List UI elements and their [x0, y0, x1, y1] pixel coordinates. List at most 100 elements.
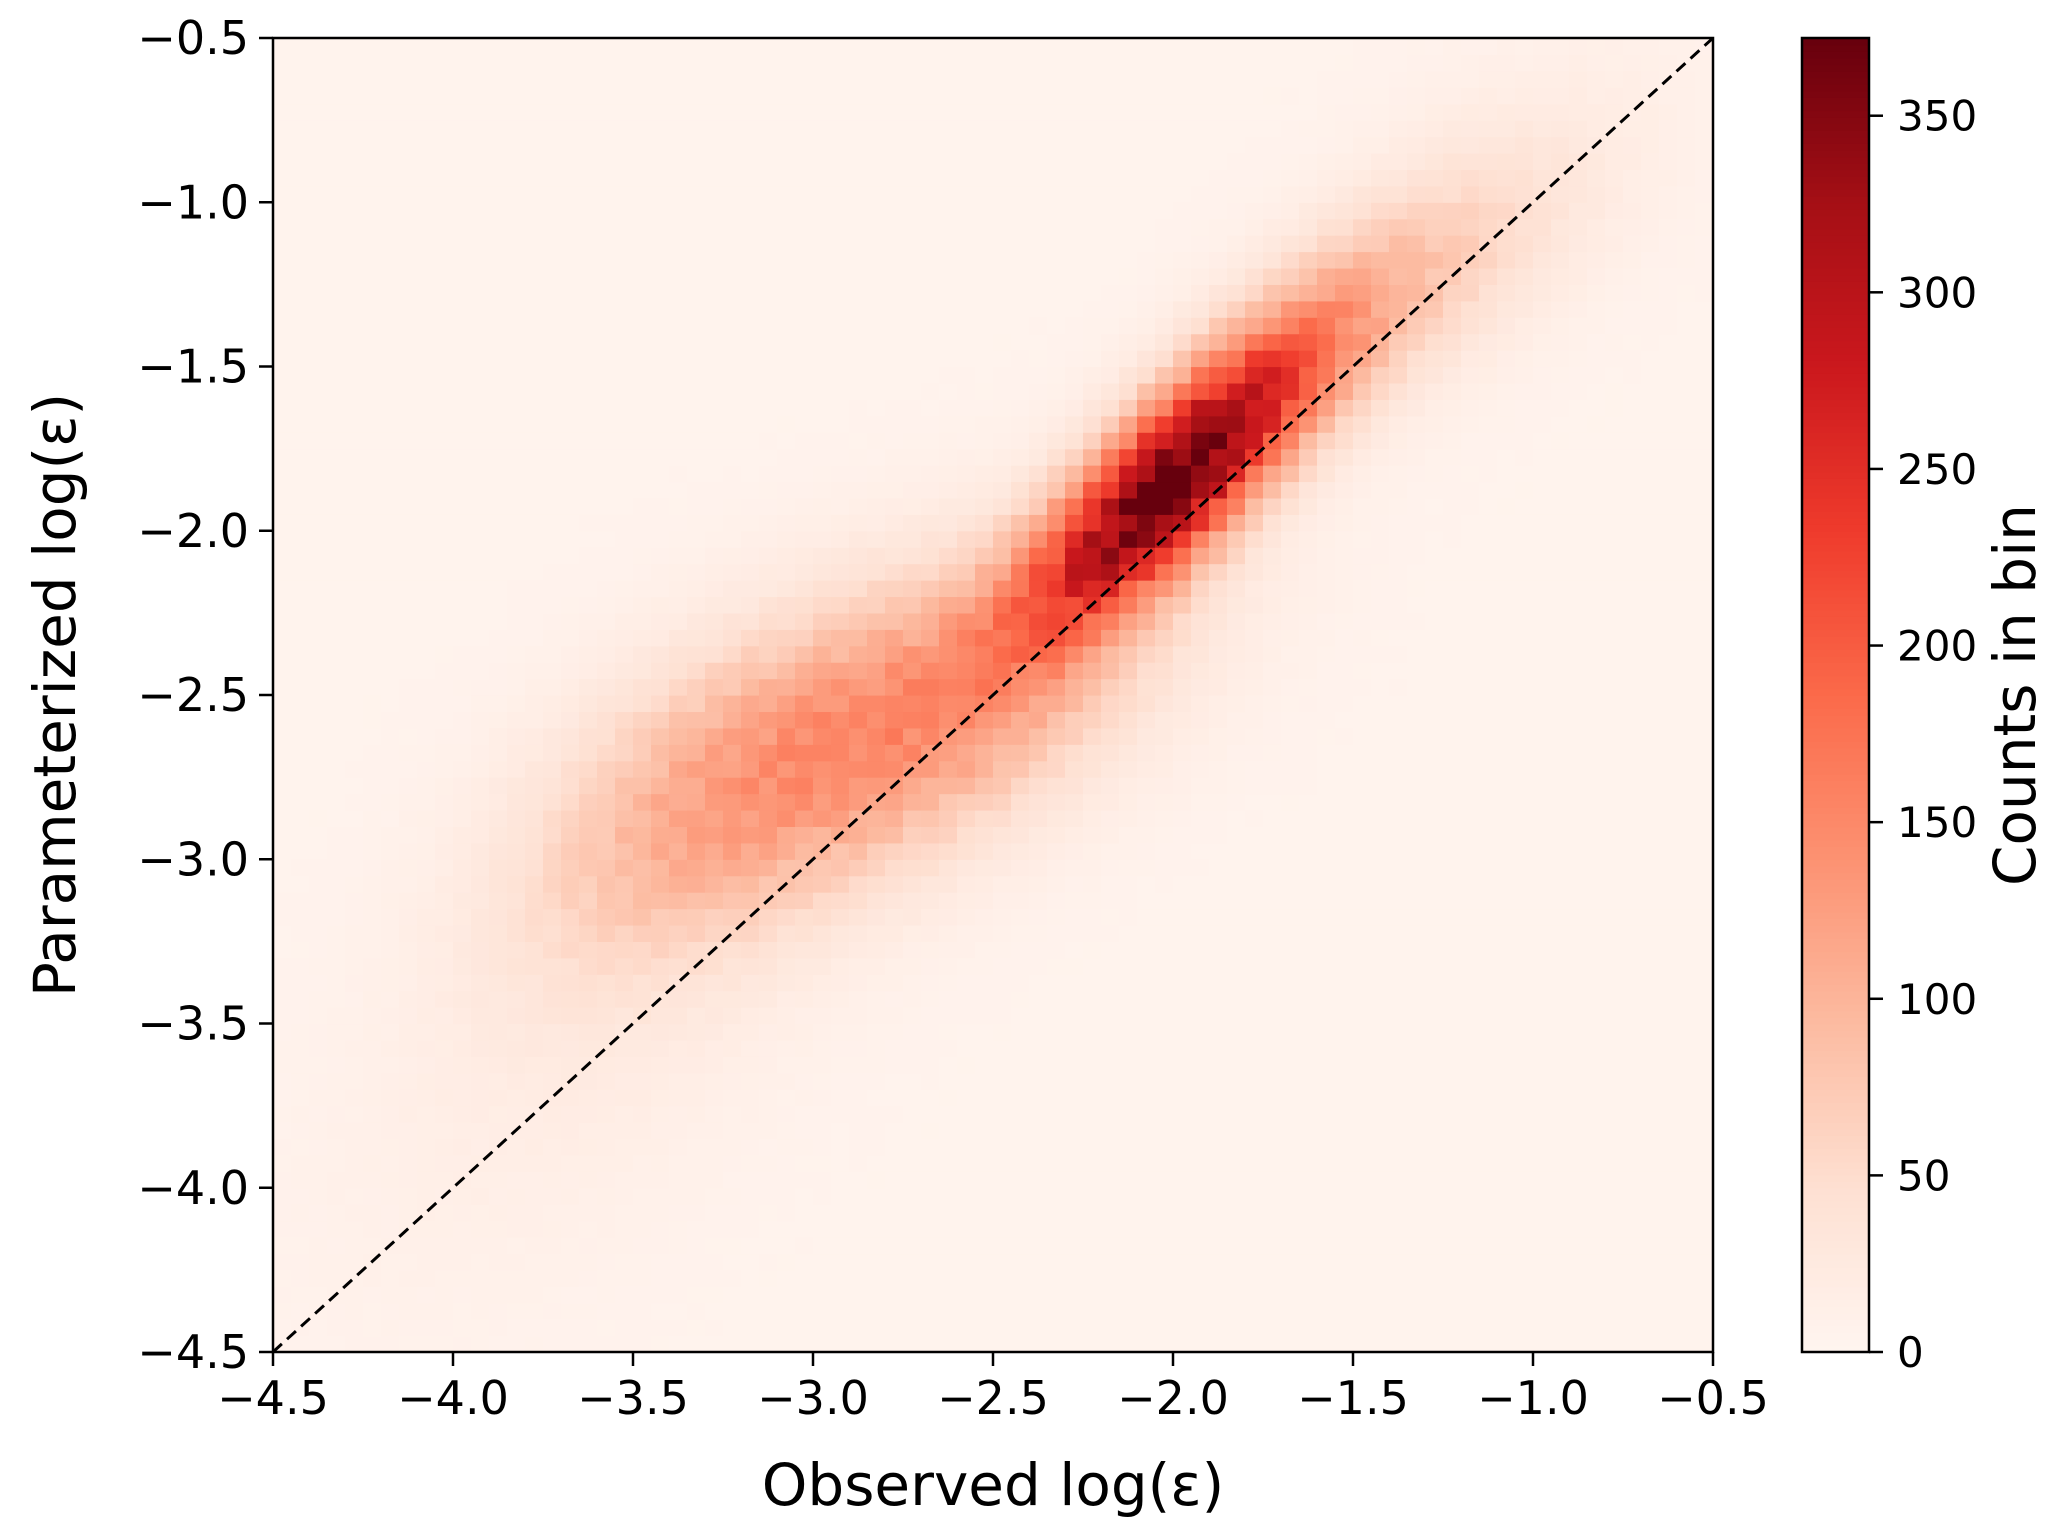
heatmap-cell	[1317, 120, 1336, 138]
heatmap-cell	[291, 1122, 310, 1140]
heatmap-cell	[687, 1138, 706, 1156]
heatmap-cell	[903, 169, 922, 187]
heatmap-cell	[1011, 957, 1030, 975]
heatmap-cell	[381, 875, 400, 893]
heatmap-cell	[759, 120, 778, 138]
heatmap-cell	[1389, 1237, 1408, 1255]
heatmap-cell	[453, 267, 472, 285]
heatmap-cell	[597, 645, 616, 663]
heatmap-cell	[471, 580, 490, 598]
heatmap-cell	[543, 514, 562, 532]
heatmap-cell	[1209, 235, 1228, 253]
heatmap-cell	[1371, 317, 1390, 335]
heatmap-cell	[867, 1072, 886, 1090]
heatmap-cell	[309, 1269, 328, 1287]
heatmap-cell	[1083, 941, 1102, 959]
heatmap-cell	[543, 711, 562, 729]
heatmap-cell	[1155, 645, 1174, 663]
heatmap-cell	[759, 760, 778, 778]
heatmap-cell	[435, 777, 454, 795]
heatmap-cell	[723, 662, 742, 680]
heatmap-cell	[957, 103, 976, 121]
heatmap-cell	[1371, 1023, 1390, 1041]
heatmap-cell	[1011, 448, 1030, 466]
heatmap-cell	[345, 711, 364, 729]
heatmap-cell	[1227, 432, 1246, 450]
heatmap-cell	[489, 1072, 508, 1090]
heatmap-cell	[1137, 744, 1156, 762]
heatmap-cell	[705, 382, 724, 400]
heatmap-cell	[363, 629, 382, 647]
heatmap-cell	[993, 530, 1012, 548]
heatmap-cell	[1227, 563, 1246, 581]
heatmap-cell	[561, 300, 580, 318]
heatmap-cell	[1299, 1072, 1318, 1090]
heatmap-cell	[1245, 87, 1264, 105]
heatmap-cell	[327, 1187, 346, 1205]
heatmap-cell	[1263, 333, 1282, 351]
heatmap-cell	[561, 629, 580, 647]
heatmap-cell	[651, 1072, 670, 1090]
heatmap-cell	[1335, 1138, 1354, 1156]
heatmap-cell	[1227, 218, 1246, 236]
heatmap-cell	[813, 1269, 832, 1287]
heatmap-cell	[1047, 333, 1066, 351]
heatmap-cell	[597, 218, 616, 236]
heatmap-cell	[327, 38, 346, 56]
heatmap-cell	[561, 317, 580, 335]
heatmap-cell	[363, 70, 382, 88]
heatmap-cell	[561, 382, 580, 400]
heatmap-cell	[1353, 1023, 1372, 1041]
heatmap-cell	[957, 727, 976, 745]
heatmap-cell	[1011, 547, 1030, 565]
heatmap-cell	[597, 547, 616, 565]
heatmap-cell	[975, 465, 994, 483]
heatmap-cell	[651, 892, 670, 910]
heatmap-cell	[687, 793, 706, 811]
heatmap-cell	[489, 317, 508, 335]
heatmap-cell	[957, 908, 976, 926]
heatmap-cell	[993, 1187, 1012, 1205]
heatmap-cell	[1209, 777, 1228, 795]
heatmap-cell	[1353, 1154, 1372, 1172]
heatmap-cell	[939, 1138, 958, 1156]
heatmap-cell	[1299, 415, 1318, 433]
heatmap-cell	[795, 1039, 814, 1057]
heatmap-cell	[831, 1335, 850, 1353]
heatmap-cell	[489, 1056, 508, 1074]
heatmap-cell	[723, 1138, 742, 1156]
heatmap-cell	[723, 54, 742, 72]
heatmap-cell	[363, 990, 382, 1008]
heatmap-cell	[291, 514, 310, 532]
heatmap-cell	[759, 826, 778, 844]
heatmap-cell	[1191, 251, 1210, 269]
heatmap-cell	[885, 1089, 904, 1107]
heatmap-cell	[831, 514, 850, 532]
heatmap-cell	[525, 941, 544, 959]
heatmap-cell	[1155, 1237, 1174, 1255]
heatmap-cell	[345, 465, 364, 483]
heatmap-cell	[939, 1319, 958, 1337]
heatmap-cell	[1281, 842, 1300, 860]
heatmap-cell	[1137, 399, 1156, 417]
heatmap-cell	[1191, 777, 1210, 795]
heatmap-cell	[1011, 1056, 1030, 1074]
heatmap-cell	[1191, 300, 1210, 318]
heatmap-cell	[597, 497, 616, 515]
heatmap-cell	[993, 892, 1012, 910]
heatmap-cell	[273, 103, 292, 121]
heatmap-cell	[345, 300, 364, 318]
heatmap-cell	[633, 300, 652, 318]
heatmap-cell	[327, 1072, 346, 1090]
heatmap-cell	[525, 530, 544, 548]
heatmap-cell	[669, 990, 688, 1008]
heatmap-cell	[1245, 1335, 1264, 1353]
heatmap-cell	[831, 1253, 850, 1271]
heatmap-cell	[1281, 1056, 1300, 1074]
heatmap-cell	[759, 777, 778, 795]
heatmap-cell	[1083, 530, 1102, 548]
heatmap-cell	[1353, 612, 1372, 630]
heatmap-cell	[669, 629, 688, 647]
heatmap-cell	[543, 727, 562, 745]
heatmap-cell	[1029, 169, 1048, 187]
